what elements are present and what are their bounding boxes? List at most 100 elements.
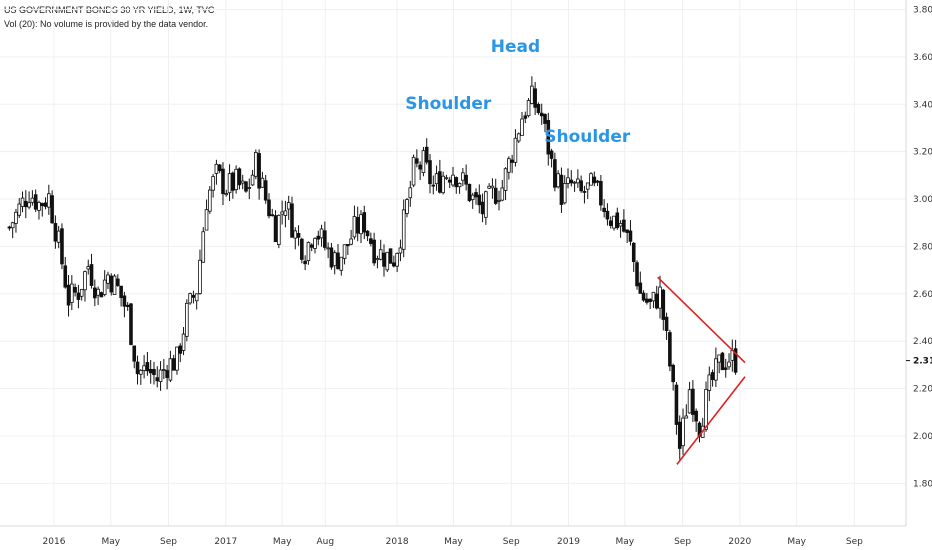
candle-down <box>599 181 603 206</box>
candle-up <box>359 214 363 235</box>
candle-down <box>116 278 120 286</box>
candle-down <box>654 293 659 309</box>
candle-down <box>135 361 140 375</box>
candle-up <box>507 158 511 173</box>
candle-down <box>231 172 235 191</box>
candle-up <box>375 258 380 261</box>
candle-down <box>477 194 482 206</box>
candle-up <box>332 252 337 267</box>
candle-down <box>109 275 114 293</box>
candle-up <box>484 191 488 218</box>
candle-down <box>635 262 639 287</box>
candle-up <box>17 203 22 216</box>
candle-down <box>533 88 537 108</box>
x-tick-label: May <box>101 537 120 547</box>
candle-up <box>562 182 567 204</box>
candle-up <box>497 199 501 202</box>
candle-up <box>214 163 219 174</box>
candle-up <box>714 358 718 381</box>
candle-down <box>382 252 386 267</box>
candle-up <box>293 230 298 239</box>
candle-down <box>615 212 620 229</box>
candle-up <box>286 202 291 210</box>
candle-down <box>464 174 468 185</box>
y-tick-label: 1.800 <box>913 479 932 489</box>
candle-up <box>405 199 409 214</box>
candle-down <box>645 298 649 303</box>
candle-down <box>631 242 636 263</box>
grid <box>0 0 906 526</box>
candle-up <box>451 174 455 186</box>
candle-down <box>244 181 248 192</box>
candle-down <box>628 230 633 242</box>
candle-up <box>106 274 110 284</box>
candle-up <box>385 251 390 271</box>
candle-up <box>56 230 61 243</box>
x-tick-label: May <box>616 537 635 547</box>
candle-up <box>234 168 238 191</box>
candle-up <box>224 193 229 196</box>
candle-up <box>162 369 166 371</box>
candle-down <box>602 207 606 213</box>
candle-down <box>53 223 58 242</box>
candle-up <box>444 177 449 180</box>
candle-up <box>168 358 173 381</box>
candle-down <box>493 187 498 204</box>
candle-down <box>346 244 350 247</box>
candle-down <box>63 265 68 288</box>
candle-up <box>681 417 685 447</box>
annotation-label: Head <box>491 37 540 57</box>
y-tick-label: 3.800 <box>913 5 932 15</box>
candle-down <box>372 239 376 264</box>
candle-up <box>566 177 570 184</box>
candle-down <box>733 348 738 373</box>
candle-down <box>605 210 610 220</box>
candle-up <box>339 256 344 271</box>
candle-up <box>102 279 107 295</box>
x-tick-label: 2018 <box>386 537 409 547</box>
candle-up <box>306 242 311 262</box>
y-tick-label: 2.600 <box>913 290 932 300</box>
candle-up <box>618 223 623 227</box>
candle-up <box>704 389 708 430</box>
candle-down <box>549 150 554 159</box>
annotations: Shoulder Head Shoulder <box>405 37 631 147</box>
candle-down <box>316 235 321 240</box>
candle-down <box>191 295 196 298</box>
candle-down <box>543 114 547 124</box>
candle-down <box>582 191 587 193</box>
price-axis[interactable]: 3.800 3.600 3.400 3.200 3.000 2.800 2.600 2.400… <box>913 5 932 489</box>
candle-down <box>24 200 28 208</box>
y-tick-label: 2.200 <box>913 385 932 395</box>
candle-down <box>122 295 127 307</box>
candle-up <box>250 174 255 186</box>
candle-down <box>622 219 626 232</box>
candle-down <box>76 292 81 300</box>
candle-up <box>204 209 209 231</box>
candle-up <box>461 172 465 181</box>
candle-down <box>336 252 340 270</box>
candle-down <box>369 238 373 244</box>
candle-down <box>270 214 275 217</box>
x-tick-label: May <box>273 537 292 547</box>
candle-up <box>717 354 721 363</box>
candle-up <box>530 85 534 104</box>
candle-up <box>687 389 692 414</box>
candle-down <box>155 377 160 382</box>
candle-up <box>208 189 212 212</box>
candle-down <box>536 103 541 113</box>
candle-up <box>277 214 281 245</box>
candle-up <box>585 182 590 190</box>
candle-up <box>70 283 74 303</box>
candle-down <box>273 215 278 243</box>
x-tick-label: Sep <box>160 537 177 547</box>
candle-down <box>263 180 268 201</box>
candle-down <box>217 164 222 172</box>
candle-up <box>457 182 462 188</box>
candle-up <box>490 185 495 189</box>
candle-down <box>691 388 695 415</box>
time-axis[interactable]: 2016 May Sep 2017 May Aug 2018 May Sep 2019 May Sep… <box>43 537 864 547</box>
x-tick-label: 2020 <box>728 537 751 547</box>
volume-note: Vol (20): No volume is provided by the d… <box>4 19 209 29</box>
